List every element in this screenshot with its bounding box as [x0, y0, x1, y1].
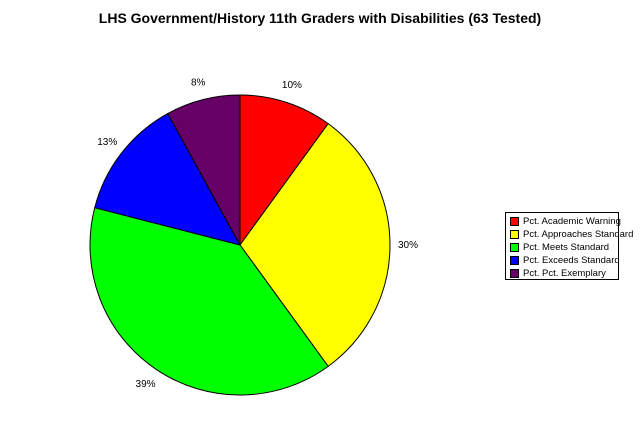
legend-item: Pct. Meets Standard: [510, 241, 618, 254]
legend-swatch: [510, 269, 519, 278]
legend-label: Pct. Meets Standard: [523, 242, 610, 253]
slice-value-label: 8%: [191, 77, 206, 88]
slice-value-label: 10%: [282, 80, 302, 91]
chart-title: LHS Government/History 11th Graders with…: [98, 10, 542, 26]
legend-item: Pct. Pct. Exemplary: [510, 267, 618, 280]
legend-swatch: [510, 230, 519, 239]
pie-slice: [167, 94, 241, 246]
slice-value-label: 13%: [97, 137, 117, 148]
legend-item: Pct. Approaches Standard: [510, 228, 633, 241]
slice-value-label: 30%: [398, 240, 418, 251]
slice-value-label: 39%: [136, 379, 156, 390]
legend-label: Pct. Exceeds Standard: [523, 255, 620, 266]
legend-label: Pct. Approaches Standard: [523, 229, 634, 240]
chart-legend: Pct. Academic Warning Pct. Approaches Sta…: [505, 212, 633, 280]
legend-item: Pct. Exceeds Standard: [510, 254, 620, 267]
pie-slice: [239, 122, 391, 368]
legend-swatch: [510, 256, 519, 265]
pie-slice: [89, 207, 329, 396]
pie-slice: [94, 112, 241, 246]
legend-label: Pct. Pct. Exemplary: [523, 268, 606, 279]
pie-slice: [239, 94, 329, 247]
legend-item: Pct. Academic Warning: [510, 215, 621, 228]
legend-label: Pct. Academic Warning: [523, 216, 621, 227]
legend-swatch: [510, 217, 519, 226]
legend-swatch: [510, 243, 519, 252]
